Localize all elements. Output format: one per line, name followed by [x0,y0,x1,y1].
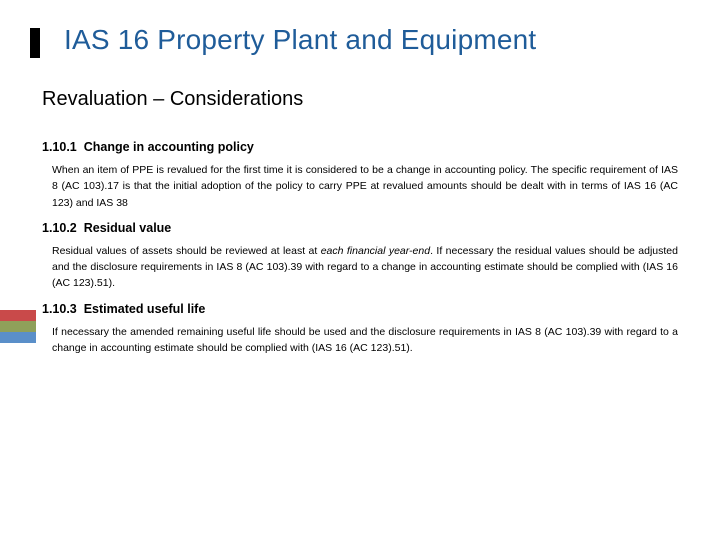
section-text: If necessary the amended remaining usefu… [52,326,678,354]
section-body-2: Residual values of assets should be revi… [42,243,678,292]
section-title: Change in accounting policy [84,140,254,154]
section-number: 1.10.2 [42,221,77,235]
section-heading-2: 1.10.2 Residual value [42,221,678,235]
bar-green [0,321,36,332]
bar-red [0,310,36,321]
page-subtitle: Revaluation – Considerations [42,88,303,111]
section-heading-3: 1.10.3 Estimated useful life [42,302,678,316]
section-title: Estimated useful life [84,302,206,316]
section-body-1: When an item of PPE is revalued for the … [42,162,678,211]
section-title: Residual value [84,221,172,235]
content-region: 1.10.1 Change in accounting policy When … [42,130,678,362]
section-heading-1: 1.10.1 Change in accounting policy [42,140,678,154]
section-number: 1.10.3 [42,302,77,316]
section-number: 1.10.1 [42,140,77,154]
section-body-3: If necessary the amended remaining usefu… [42,324,678,357]
page-title: IAS 16 Property Plant and Equipment [64,24,536,56]
section-text-italic: each financial year-end [321,245,430,257]
section-text: Residual values of assets should be revi… [52,245,321,257]
decorative-bars [0,310,36,343]
title-marker [30,28,40,58]
bar-blue [0,332,36,343]
section-text: When an item of PPE is revalued for the … [52,164,678,209]
